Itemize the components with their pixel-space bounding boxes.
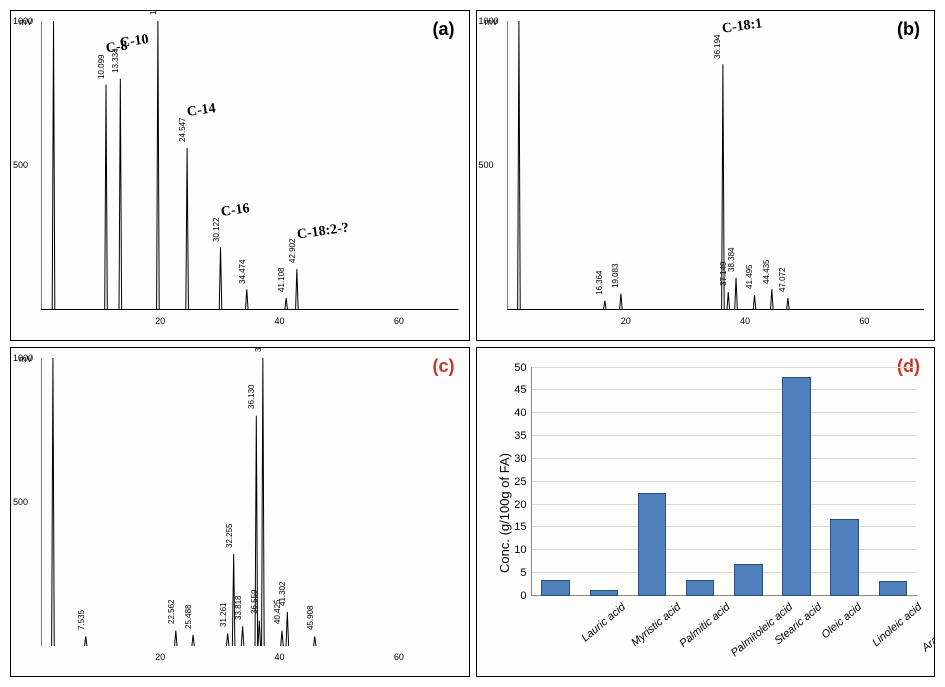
y-tick-label: 30 [514, 453, 530, 465]
peak-rt-label: 45.908 [306, 606, 315, 630]
y-tick-label: 25 [514, 476, 530, 488]
y-tick-label: 5 [520, 567, 530, 579]
y-tick-label: 15 [514, 521, 530, 533]
peak-rt-label: 33.818 [234, 596, 243, 620]
peak-rt-label: 31.261 [219, 603, 228, 627]
bar [830, 519, 859, 596]
y-tick: 500 [13, 160, 28, 170]
x-tick: 20 [621, 316, 631, 326]
peak-rt-label: 19.6 [149, 10, 158, 15]
bar [879, 581, 908, 596]
bar-category-label: Myristic acid [629, 601, 683, 649]
y-tick-label: 20 [514, 499, 530, 511]
x-tick: 60 [394, 316, 404, 326]
peak-rt-label: 19.083 [611, 263, 620, 287]
y-tick-label: 35 [514, 430, 530, 442]
bar [686, 580, 715, 596]
peak-rt-label: 10.099 [97, 54, 106, 78]
bar [638, 493, 667, 596]
peak-rt-label: 41.302 [278, 581, 287, 605]
bar-chart: 05101520253035404550Lauric acidMyristic … [531, 368, 917, 597]
peak-rt-label: 7.535 [77, 610, 86, 630]
peak-rt-label: 24.547 [178, 118, 187, 142]
y-tick-label: 10 [514, 544, 530, 556]
y-tick-label: 40 [514, 407, 530, 419]
bar [541, 580, 570, 596]
bar [734, 564, 763, 596]
peak-rt-label: 47.072 [778, 268, 787, 292]
y-axis-title: Conc. (g/100g of FA) [497, 453, 512, 573]
panel-d: (d) 05101520253035404550Lauric acidMyris… [476, 347, 936, 678]
x-tick: 40 [275, 652, 285, 662]
bar [782, 377, 811, 596]
bar-category-label: Palmitic acid [677, 601, 732, 650]
peak-annotation: C-16 [220, 201, 251, 221]
peak-rt-label: 41.495 [745, 265, 754, 289]
y-tick: 1000 [13, 16, 33, 26]
peak-rt-label: 13.334 [111, 48, 120, 72]
bar [590, 590, 619, 596]
bar-category-label: Lauric acid [579, 601, 627, 644]
peak-rt-label: 36.559 [250, 590, 259, 614]
chromatogram-plot: mV50010002040607.53522.56225.48831.26132… [41, 358, 459, 647]
peak-rt-label: 41.108 [277, 268, 286, 292]
y-tick-label: 0 [520, 590, 530, 602]
peak-rt-label: 25.488 [184, 604, 193, 628]
peak-rt-label: 22.562 [167, 600, 176, 624]
y-tick: 1000 [13, 353, 33, 363]
chromatogram-plot: mV500100020406016.36419.08336.194C-18:13… [507, 21, 925, 310]
y-tick: 1000 [479, 16, 499, 26]
x-tick: 40 [740, 316, 750, 326]
bar-category-label: Oleic acid [819, 601, 864, 641]
panel-b: (b) mV500100020406016.36419.08336.194C-1… [476, 10, 936, 341]
peak-rt-label: 44.435 [762, 259, 771, 283]
figure-grid: (a) mV500100020406010.099C-813.334C-1019… [10, 10, 935, 677]
peak-rt-label: 42.902 [288, 239, 297, 263]
bar-category-label: Linoleic acid [870, 601, 924, 649]
y-tick: 500 [479, 160, 494, 170]
y-tick: 500 [13, 497, 28, 507]
peak-rt-label: 36.130 [247, 385, 256, 409]
peak-rt-label: 30.122 [212, 217, 221, 241]
panel-c: (c) mV50010002040607.53522.56225.48831.2… [10, 347, 470, 678]
peak-rt-label: 38.384 [727, 248, 736, 272]
peak-rt-label: 34.474 [238, 259, 247, 283]
peak-rt-label: 32.255 [225, 523, 234, 547]
peak-rt-label: 36.194 [713, 34, 722, 58]
peak-rt-label: 37.211 [254, 347, 263, 352]
y-tick-label: 50 [514, 362, 530, 374]
x-tick: 60 [394, 652, 404, 662]
panel-a: (a) mV500100020406010.099C-813.334C-1019… [10, 10, 470, 341]
peak-rt-label: 16.364 [595, 271, 604, 295]
x-tick: 20 [155, 316, 165, 326]
y-tick-label: 45 [514, 384, 530, 396]
x-tick: 20 [155, 652, 165, 662]
x-tick: 60 [859, 316, 869, 326]
axes [531, 367, 918, 597]
chromatogram-plot: mV500100020406010.099C-813.334C-1019.6C-… [41, 21, 459, 310]
x-tick: 40 [275, 316, 285, 326]
